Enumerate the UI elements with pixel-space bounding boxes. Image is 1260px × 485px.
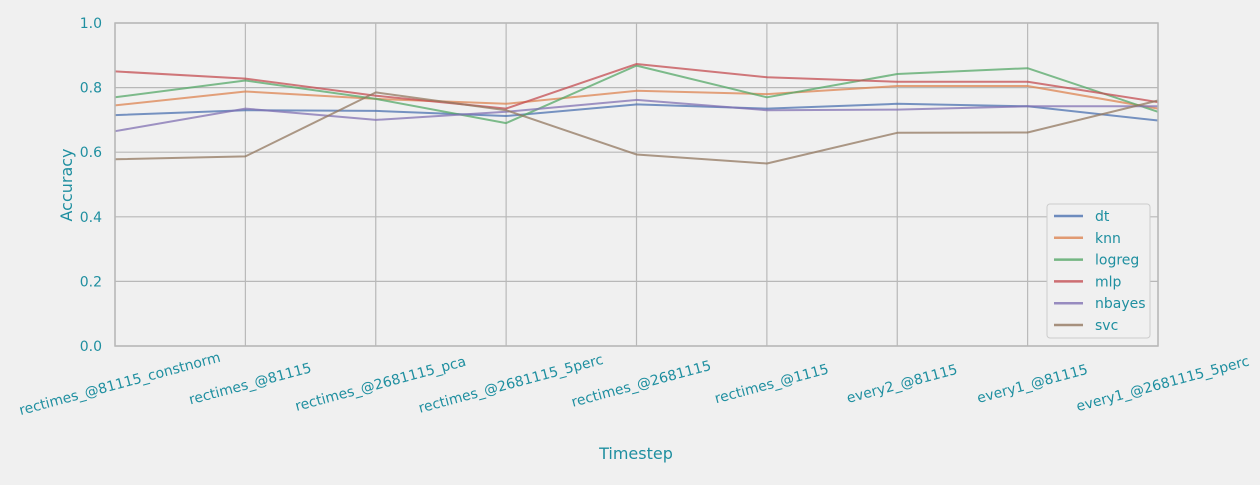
series-line-logreg [114, 64, 1159, 125]
y-tick-label: 1.0 [80, 16, 102, 32]
series-lines [114, 63, 1159, 165]
series-line-nbayes [114, 98, 1158, 133]
series-line-mlp [114, 63, 1159, 110]
x-tick-label: every2_@81115 [845, 362, 959, 407]
series-line-dt [114, 102, 1159, 122]
x-axis-label: Timestep [598, 444, 673, 463]
y-tick-label: 0.8 [80, 81, 102, 97]
plot-frame [114, 22, 1159, 347]
x-tick-label: every1_@2681115_5perc [1075, 354, 1251, 416]
legend-label-svc: svc [1095, 318, 1118, 334]
legend: dt knn logreg mlp nbayes svc [1046, 203, 1151, 339]
legend-label-knn: knn [1095, 231, 1121, 247]
legend-label-logreg: logreg [1095, 253, 1139, 269]
y-tick-label: 0.2 [80, 274, 102, 290]
x-tick-label: rectimes_@1115 [713, 361, 830, 407]
y-tick-label: 0.6 [80, 145, 102, 161]
legend-label-nbayes: nbayes [1095, 296, 1146, 312]
x-tick-label: every1_@81115 [975, 362, 1089, 407]
y-tick-label: 0.4 [80, 210, 102, 226]
y-tick-labels: 0.0 0.2 0.4 0.6 0.8 1.0 [80, 16, 102, 355]
x-tick-labels: rectimes_@81115_constnormrectimes_@81115… [18, 350, 1252, 419]
y-axis-label: Accuracy [57, 148, 76, 221]
y-tick-label: 0.0 [80, 339, 102, 355]
x-tick-label: rectimes_@81115_constnorm [18, 350, 223, 419]
legend-label-mlp: mlp [1095, 274, 1122, 290]
series-line-svc [114, 91, 1159, 165]
series-line-knn [114, 85, 1159, 110]
legend-label-dt: dt [1095, 209, 1110, 225]
